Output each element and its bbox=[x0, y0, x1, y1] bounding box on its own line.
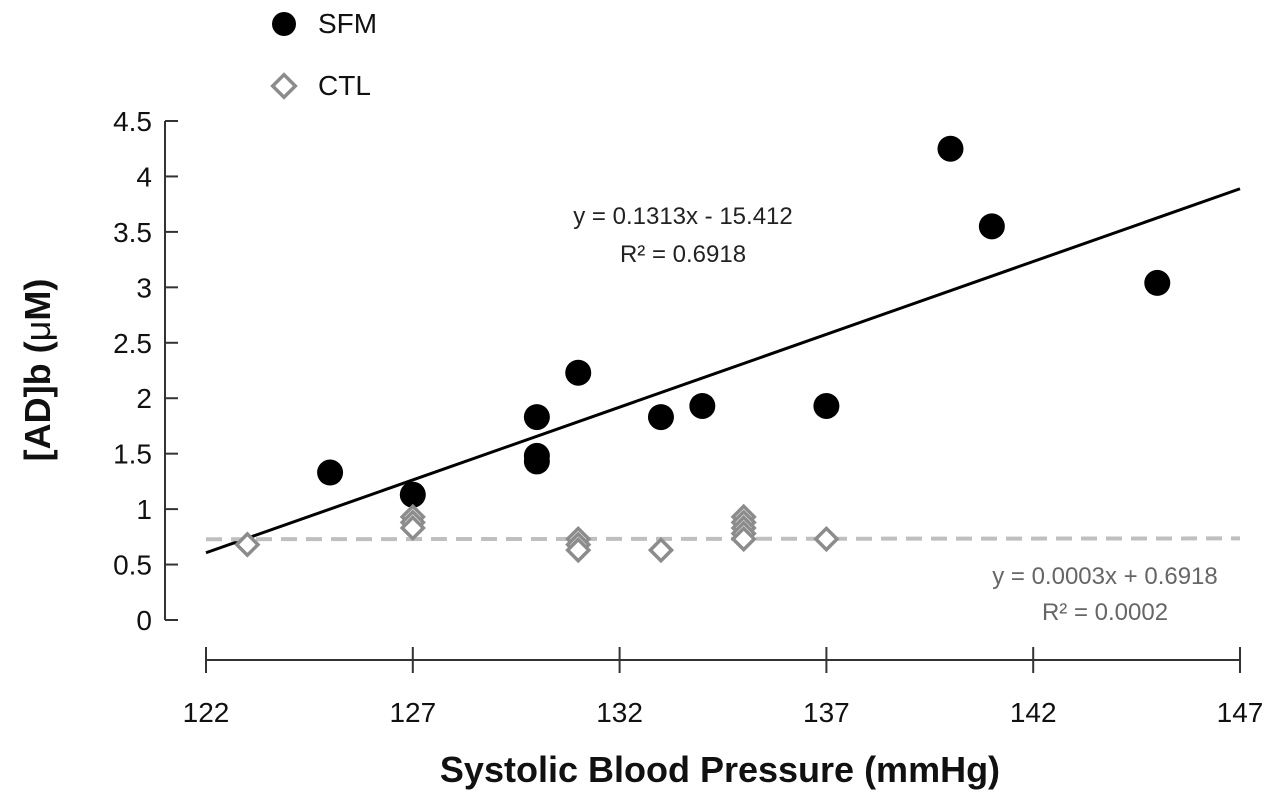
x-axis-title: Systolic Blood Pressure (mmHg) bbox=[440, 749, 1000, 790]
ctl-data-point bbox=[399, 514, 426, 542]
y-axis-title-main: [AD]b ( bbox=[17, 341, 58, 461]
sfm-data-point bbox=[317, 459, 344, 486]
sfm-data-point bbox=[689, 392, 716, 419]
x-tick-label: 142 bbox=[1010, 697, 1057, 728]
sfm-data-point bbox=[1144, 269, 1171, 296]
y-tick-label: 2.5 bbox=[113, 328, 152, 359]
y-axis-title-end: M) bbox=[17, 279, 58, 321]
trendline-sfm bbox=[205, 187, 1241, 555]
ctl-r2-label: R² = 0.0002 bbox=[1042, 599, 1168, 626]
sfm-data-point bbox=[565, 359, 592, 386]
y-tick-label: 4.5 bbox=[113, 106, 152, 137]
legend: SFM CTL bbox=[270, 8, 377, 101]
sfm-data-point bbox=[523, 404, 550, 431]
sfm-data-point bbox=[813, 392, 840, 419]
ctl-data-point bbox=[813, 525, 840, 553]
legend-marker-ctl bbox=[270, 72, 298, 100]
x-tick-label: 122 bbox=[183, 697, 230, 728]
sfm-r2-label: R² = 0.6918 bbox=[620, 241, 746, 268]
legend-marker-sfm bbox=[272, 12, 296, 36]
sfm-data-point bbox=[647, 404, 674, 431]
legend-label-sfm: SFM bbox=[318, 8, 377, 39]
sfm-data-point bbox=[937, 135, 964, 162]
ctl-data-point bbox=[730, 525, 757, 553]
ctl-data-point bbox=[647, 537, 675, 564]
series-sfm-points bbox=[317, 135, 1171, 508]
y-tick-label: 3.5 bbox=[113, 217, 152, 248]
sfm-data-point bbox=[399, 481, 426, 508]
y-tick-label: 2 bbox=[136, 383, 152, 414]
ctl-equation-label: y = 0.0003x + 0.6918 bbox=[992, 563, 1218, 590]
y-axis-title-mu: μ bbox=[17, 321, 58, 342]
x-tick-label: 127 bbox=[389, 697, 436, 728]
x-tick-label: 147 bbox=[1217, 697, 1264, 728]
y-tick-label: 3 bbox=[136, 272, 152, 303]
y-tick-label: 0 bbox=[136, 605, 152, 636]
y-tick-label: 4 bbox=[136, 161, 152, 192]
y-axis-title: [AD]b (μM) bbox=[17, 279, 58, 462]
x-axis-ticks: 122 127 132 137 142 147 bbox=[183, 647, 1264, 728]
y-tick-label: 0.5 bbox=[113, 550, 152, 581]
trendline-ctl bbox=[205, 536, 1241, 542]
y-axis-ticks: 0 0.5 1 1.5 2 2.5 3 3.5 4 4.5 bbox=[113, 106, 178, 636]
x-tick-label: 132 bbox=[596, 697, 643, 728]
ctl-data-point bbox=[234, 531, 261, 558]
y-tick-label: 1.5 bbox=[113, 439, 152, 470]
legend-label-ctl: CTL bbox=[318, 70, 371, 101]
x-tick-label: 137 bbox=[803, 697, 850, 728]
sfm-data-point bbox=[978, 213, 1005, 240]
sfm-data-point bbox=[523, 448, 550, 475]
y-tick-label: 1 bbox=[136, 494, 152, 525]
sfm-equation-label: y = 0.1313x - 15.412 bbox=[573, 203, 793, 230]
series-ctl-points bbox=[234, 503, 840, 564]
ctl-data-point bbox=[565, 537, 592, 564]
